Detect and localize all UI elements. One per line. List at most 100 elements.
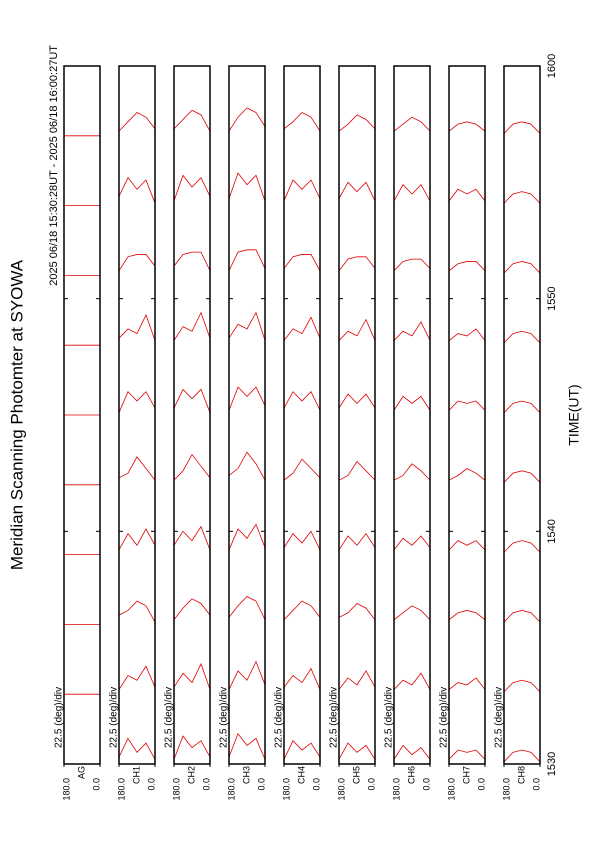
scan-trace bbox=[449, 188, 485, 202]
y-tick-label: 0.0 bbox=[531, 778, 541, 791]
scan-trace bbox=[119, 737, 155, 760]
scan-trace bbox=[394, 47, 430, 61]
scan-trace bbox=[339, 45, 375, 61]
channel-label: CH4 bbox=[296, 766, 306, 784]
panel-frame bbox=[228, 65, 266, 765]
scan-trace bbox=[229, 311, 265, 341]
scan-trace bbox=[119, 254, 155, 271]
scan-trace bbox=[504, 400, 540, 413]
scale-label: 22.5 (deg)/div bbox=[494, 687, 505, 748]
scan-trace bbox=[174, 453, 210, 481]
scan-trace bbox=[339, 742, 375, 760]
scan-trace bbox=[174, 388, 210, 413]
y-tick-label: 180.0 bbox=[116, 778, 126, 801]
scan-trace bbox=[119, 665, 155, 690]
y-tick-label: 180.0 bbox=[336, 778, 346, 801]
scan-trace bbox=[394, 183, 430, 202]
scan-trace bbox=[504, 330, 540, 344]
y-tick-label: 0.0 bbox=[421, 778, 431, 791]
x-axis-label: TIME(UT) bbox=[566, 384, 582, 445]
scan-trace bbox=[284, 600, 320, 621]
scale-label: 22.5 (deg)/div bbox=[274, 687, 285, 748]
scan-trace bbox=[339, 318, 375, 341]
channel-label: CH5 bbox=[351, 766, 361, 784]
traces bbox=[229, 107, 265, 760]
scan-trace bbox=[339, 256, 375, 271]
scan-trace bbox=[229, 451, 265, 481]
traces bbox=[449, 52, 485, 760]
scan-trace bbox=[394, 605, 430, 621]
scan-trace bbox=[174, 40, 210, 61]
panel-frame bbox=[393, 65, 431, 765]
panel-frame bbox=[503, 65, 541, 765]
scan-trace bbox=[339, 460, 375, 481]
panel-frame bbox=[338, 65, 376, 765]
scan-trace bbox=[394, 321, 430, 341]
traces bbox=[394, 47, 430, 760]
traces bbox=[339, 45, 375, 760]
scale-label: 22.5 (deg)/div bbox=[329, 687, 340, 748]
panel-frame bbox=[118, 65, 156, 765]
traces bbox=[284, 112, 320, 760]
traces bbox=[64, 66, 100, 764]
scale-label: 22.5 (deg)/div bbox=[164, 687, 175, 748]
scan-trace bbox=[449, 52, 485, 61]
x-tick-label: 1550 bbox=[546, 286, 558, 310]
y-tick-label: 180.0 bbox=[226, 778, 236, 801]
scan-trace bbox=[174, 525, 210, 551]
y-tick-label: 0.0 bbox=[146, 778, 156, 791]
scan-trace bbox=[284, 179, 320, 202]
scan-trace bbox=[119, 456, 155, 481]
scan-trace bbox=[504, 679, 540, 693]
y-tick-label: 0.0 bbox=[476, 778, 486, 791]
scan-trace bbox=[284, 667, 320, 690]
scan-trace bbox=[284, 316, 320, 341]
scan-trace bbox=[174, 109, 210, 132]
scan-trace bbox=[504, 261, 540, 274]
scan-trace bbox=[339, 393, 375, 409]
scan-trace bbox=[284, 530, 320, 551]
y-tick-label: 180.0 bbox=[61, 778, 71, 801]
scan-trace bbox=[394, 744, 430, 760]
scan-trace bbox=[229, 172, 265, 202]
scan-trace bbox=[339, 532, 375, 551]
scan-trace bbox=[394, 463, 430, 481]
y-tick-label: 0.0 bbox=[91, 778, 101, 791]
scan-trace bbox=[394, 672, 430, 690]
panel-frame bbox=[63, 65, 101, 765]
scan-trace bbox=[339, 670, 375, 690]
panel-frame bbox=[448, 65, 486, 765]
scan-trace bbox=[119, 600, 155, 623]
scan-trace bbox=[119, 176, 155, 204]
y-tick-label: 180.0 bbox=[501, 778, 511, 801]
scan-trace bbox=[284, 112, 320, 132]
scan-trace bbox=[229, 595, 265, 620]
scan-trace bbox=[119, 112, 155, 132]
channel-label: AG bbox=[76, 766, 86, 779]
scan-trace bbox=[449, 400, 485, 411]
scan-trace bbox=[229, 523, 265, 551]
scan-trace bbox=[174, 662, 210, 690]
traces bbox=[119, 112, 155, 760]
scan-trace bbox=[339, 114, 375, 132]
traces bbox=[504, 52, 540, 762]
scan-trace bbox=[449, 610, 485, 621]
panel-frame bbox=[173, 65, 211, 765]
scan-trace bbox=[174, 598, 210, 620]
scan-trace bbox=[119, 313, 155, 341]
channel-label: CH3 bbox=[241, 766, 251, 784]
y-tick-label: 0.0 bbox=[311, 778, 321, 791]
scan-trace bbox=[504, 749, 540, 762]
scale-label: 22.5 (deg)/div bbox=[109, 687, 120, 748]
scan-trace bbox=[504, 52, 540, 64]
scan-trace bbox=[449, 540, 485, 551]
scan-trace bbox=[174, 251, 210, 271]
panel-frame bbox=[283, 65, 321, 765]
y-tick-label: 0.0 bbox=[366, 778, 376, 791]
scan-trace bbox=[504, 540, 540, 553]
channel-label: CH1 bbox=[131, 766, 141, 784]
scan-trace bbox=[394, 535, 430, 551]
scale-label: 22.5 (deg)/div bbox=[384, 687, 395, 748]
scan-trace bbox=[229, 107, 265, 132]
